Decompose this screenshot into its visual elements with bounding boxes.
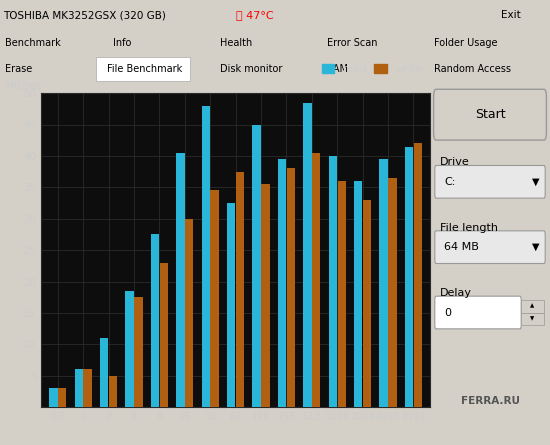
Bar bbox=[185, 219, 194, 407]
Bar bbox=[151, 235, 159, 407]
Text: C:: C: bbox=[444, 177, 456, 187]
Text: 🌡 47°C: 🌡 47°C bbox=[236, 10, 274, 20]
Bar bbox=[521, 300, 544, 312]
Bar bbox=[278, 159, 286, 407]
Text: FERRA.RU: FERRA.RU bbox=[460, 396, 520, 406]
Text: Start: Start bbox=[475, 108, 505, 121]
Bar bbox=[49, 388, 58, 407]
Bar bbox=[100, 338, 108, 407]
Text: File length: File length bbox=[439, 223, 498, 233]
Text: Folder Usage: Folder Usage bbox=[434, 38, 498, 48]
Bar bbox=[287, 169, 295, 407]
Bar bbox=[328, 156, 337, 407]
Bar bbox=[75, 369, 83, 407]
Bar bbox=[109, 376, 117, 407]
Text: ▼: ▼ bbox=[532, 242, 540, 252]
Bar bbox=[405, 146, 413, 407]
Text: Health: Health bbox=[220, 38, 252, 48]
Bar bbox=[125, 291, 134, 407]
Text: File Benchmark: File Benchmark bbox=[107, 64, 183, 74]
Text: Benchmark: Benchmark bbox=[6, 38, 61, 48]
Text: Drive: Drive bbox=[439, 158, 469, 167]
Text: 0: 0 bbox=[444, 307, 452, 317]
Text: Random Access: Random Access bbox=[434, 64, 512, 74]
FancyBboxPatch shape bbox=[433, 89, 546, 140]
FancyBboxPatch shape bbox=[435, 296, 521, 329]
Text: Exit: Exit bbox=[500, 10, 520, 20]
Bar bbox=[521, 312, 544, 325]
Text: Info: Info bbox=[113, 38, 131, 48]
Text: MB/sec: MB/sec bbox=[6, 81, 43, 91]
Bar bbox=[363, 200, 371, 407]
Bar bbox=[354, 181, 362, 407]
Text: ▼: ▼ bbox=[530, 316, 535, 322]
Bar bbox=[414, 143, 422, 407]
Text: TOSHIBA MK3252GSX (320 GB): TOSHIBA MK3252GSX (320 GB) bbox=[3, 10, 166, 20]
Bar bbox=[338, 181, 346, 407]
Legend: read, write: read, write bbox=[318, 61, 425, 77]
Text: ▲: ▲ bbox=[530, 303, 535, 308]
Bar bbox=[252, 125, 261, 407]
Bar bbox=[134, 297, 142, 407]
Bar bbox=[96, 57, 190, 81]
Bar bbox=[58, 388, 67, 407]
FancyBboxPatch shape bbox=[435, 231, 545, 263]
Text: ▼: ▼ bbox=[532, 177, 540, 187]
Text: 64 MB: 64 MB bbox=[444, 242, 479, 252]
Text: AAM: AAM bbox=[327, 64, 349, 74]
Bar bbox=[388, 178, 397, 407]
Bar bbox=[160, 263, 168, 407]
Bar bbox=[303, 102, 312, 407]
Text: File Benchmark: File Benchmark bbox=[113, 64, 188, 74]
Bar bbox=[176, 153, 185, 407]
Text: Disk monitor: Disk monitor bbox=[220, 64, 282, 74]
Bar bbox=[84, 369, 92, 407]
Text: Error Scan: Error Scan bbox=[327, 38, 378, 48]
Bar bbox=[227, 203, 235, 407]
Text: Delay: Delay bbox=[439, 288, 471, 298]
Text: Erase: Erase bbox=[6, 64, 33, 74]
Bar bbox=[211, 190, 219, 407]
FancyBboxPatch shape bbox=[435, 166, 545, 198]
Bar bbox=[379, 159, 388, 407]
Bar bbox=[202, 105, 210, 407]
Bar bbox=[312, 153, 321, 407]
Bar bbox=[261, 184, 270, 407]
Bar bbox=[236, 172, 244, 407]
